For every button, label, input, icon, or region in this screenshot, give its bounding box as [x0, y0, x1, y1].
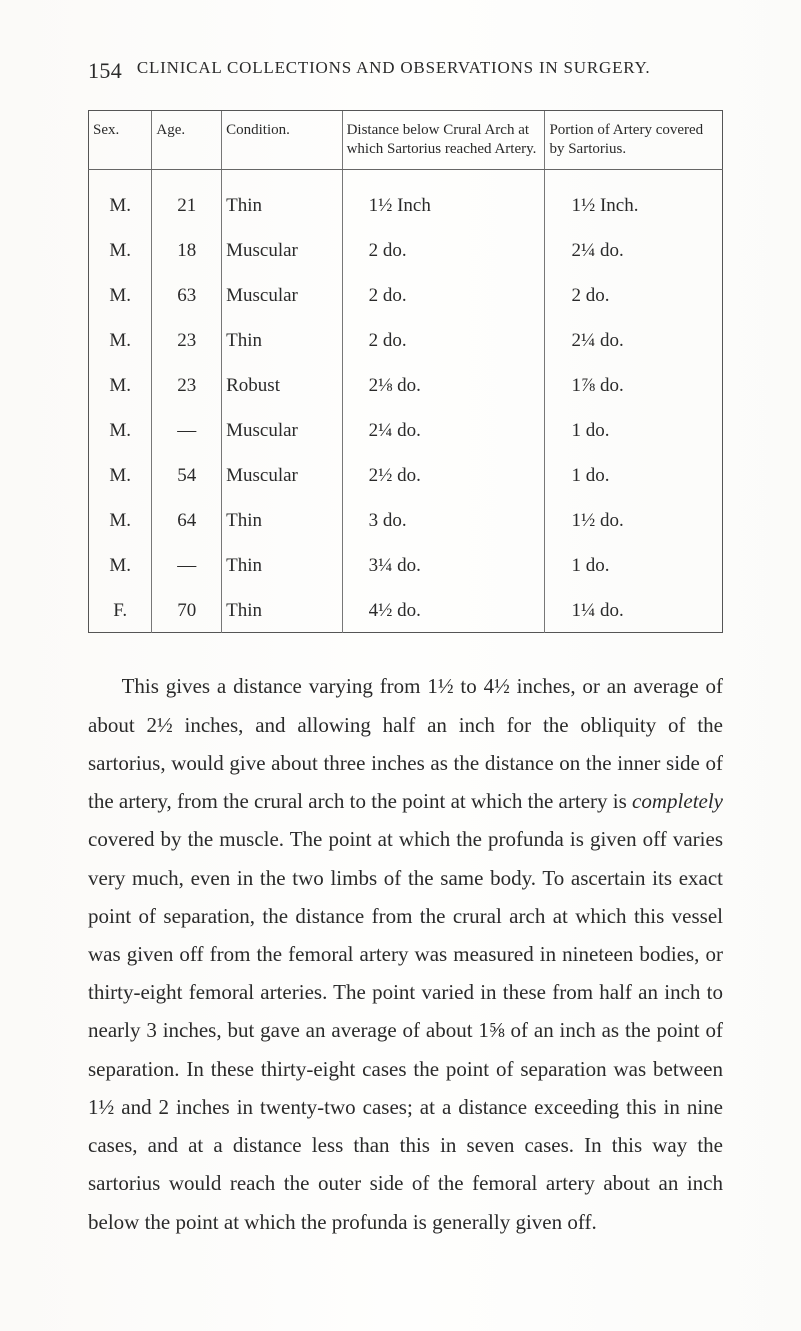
cell-condition: Robust — [222, 362, 342, 407]
cell-condition: Thin — [222, 497, 342, 542]
cell-distance: 2 do. — [342, 227, 545, 272]
cell-portion: 2¼ do. — [545, 227, 723, 272]
table-row: F. 70 Thin 4½ do. 1¼ do. — [89, 587, 723, 633]
cell-portion: 1 do. — [545, 407, 723, 452]
cell-age: 23 — [152, 362, 222, 407]
cell-portion: 1⅞ do. — [545, 362, 723, 407]
cell-portion: 1½ Inch. — [545, 169, 723, 227]
cell-condition: Thin — [222, 317, 342, 362]
cell-age: — — [152, 407, 222, 452]
cell-distance: 3¼ do. — [342, 542, 545, 587]
cell-sex: M. — [89, 452, 152, 497]
cell-condition: Muscular — [222, 452, 342, 497]
col-header-age: Age. — [152, 111, 222, 170]
table-row: M. 18 Muscular 2 do. 2¼ do. — [89, 227, 723, 272]
cell-age: 64 — [152, 497, 222, 542]
page-number: 154 — [88, 58, 122, 84]
cell-age: 70 — [152, 587, 222, 633]
cell-age: 21 — [152, 169, 222, 227]
col-header-sex: Sex. — [89, 111, 152, 170]
col-header-portion: Portion of Artery covered by Sar­torius. — [545, 111, 723, 170]
table-row: M. — Muscular 2¼ do. 1 do. — [89, 407, 723, 452]
cell-distance: 1½ Inch — [342, 169, 545, 227]
running-head-text: CLINICAL COLLECTIONS AND OBSERVATIONS IN… — [137, 58, 651, 77]
table-row: M. 21 Thin 1½ Inch 1½ Inch. — [89, 169, 723, 227]
cell-distance: 2¼ do. — [342, 407, 545, 452]
cell-condition: Muscular — [222, 407, 342, 452]
cell-distance: 2½ do. — [342, 452, 545, 497]
cell-condition: Muscular — [222, 227, 342, 272]
table-body: M. 21 Thin 1½ Inch 1½ Inch. M. 18 Muscul… — [89, 169, 723, 633]
cell-condition: Thin — [222, 169, 342, 227]
cell-portion: 2 do. — [545, 272, 723, 317]
cell-distance: 2 do. — [342, 272, 545, 317]
cell-condition: Thin — [222, 542, 342, 587]
table-row: M. 64 Thin 3 do. 1½ do. — [89, 497, 723, 542]
table-row: M. — Thin 3¼ do. 1 do. — [89, 542, 723, 587]
cell-sex: M. — [89, 317, 152, 362]
running-head: 154 CLINICAL COLLECTIONS AND OBSERVATION… — [88, 58, 723, 84]
body-paragraph: This gives a distance varying from 1½ to… — [88, 667, 723, 1240]
cell-sex: F. — [89, 587, 152, 633]
cell-age: 18 — [152, 227, 222, 272]
cell-portion: 2¼ do. — [545, 317, 723, 362]
cell-age: 54 — [152, 452, 222, 497]
cell-distance: 2⅛ do. — [342, 362, 545, 407]
cell-sex: M. — [89, 542, 152, 587]
col-header-condition: Condition. — [222, 111, 342, 170]
cell-age: — — [152, 542, 222, 587]
cell-sex: M. — [89, 169, 152, 227]
cell-sex: M. — [89, 362, 152, 407]
table-header-row: Sex. Age. Condition. Distance below Crur… — [89, 111, 723, 170]
cell-age: 63 — [152, 272, 222, 317]
table-row: M. 54 Muscular 2½ do. 1 do. — [89, 452, 723, 497]
cell-sex: M. — [89, 497, 152, 542]
cell-portion: 1½ do. — [545, 497, 723, 542]
cell-condition: Thin — [222, 587, 342, 633]
cell-distance: 2 do. — [342, 317, 545, 362]
table-row: M. 63 Muscular 2 do. 2 do. — [89, 272, 723, 317]
cell-distance: 3 do. — [342, 497, 545, 542]
cell-portion: 1¼ do. — [545, 587, 723, 633]
observations-table: Sex. Age. Condition. Distance below Crur… — [88, 110, 723, 633]
cell-sex: M. — [89, 227, 152, 272]
body-paragraph-block: This gives a distance varying from 1½ to… — [88, 667, 723, 1240]
cell-condition: Muscular — [222, 272, 342, 317]
cell-portion: 1 do. — [545, 542, 723, 587]
col-header-distance: Distance below Crural Arch at which Sart… — [342, 111, 545, 170]
cell-age: 23 — [152, 317, 222, 362]
table-row: M. 23 Thin 2 do. 2¼ do. — [89, 317, 723, 362]
cell-sex: M. — [89, 407, 152, 452]
cell-sex: M. — [89, 272, 152, 317]
cell-distance: 4½ do. — [342, 587, 545, 633]
table-row: M. 23 Robust 2⅛ do. 1⅞ do. — [89, 362, 723, 407]
cell-portion: 1 do. — [545, 452, 723, 497]
